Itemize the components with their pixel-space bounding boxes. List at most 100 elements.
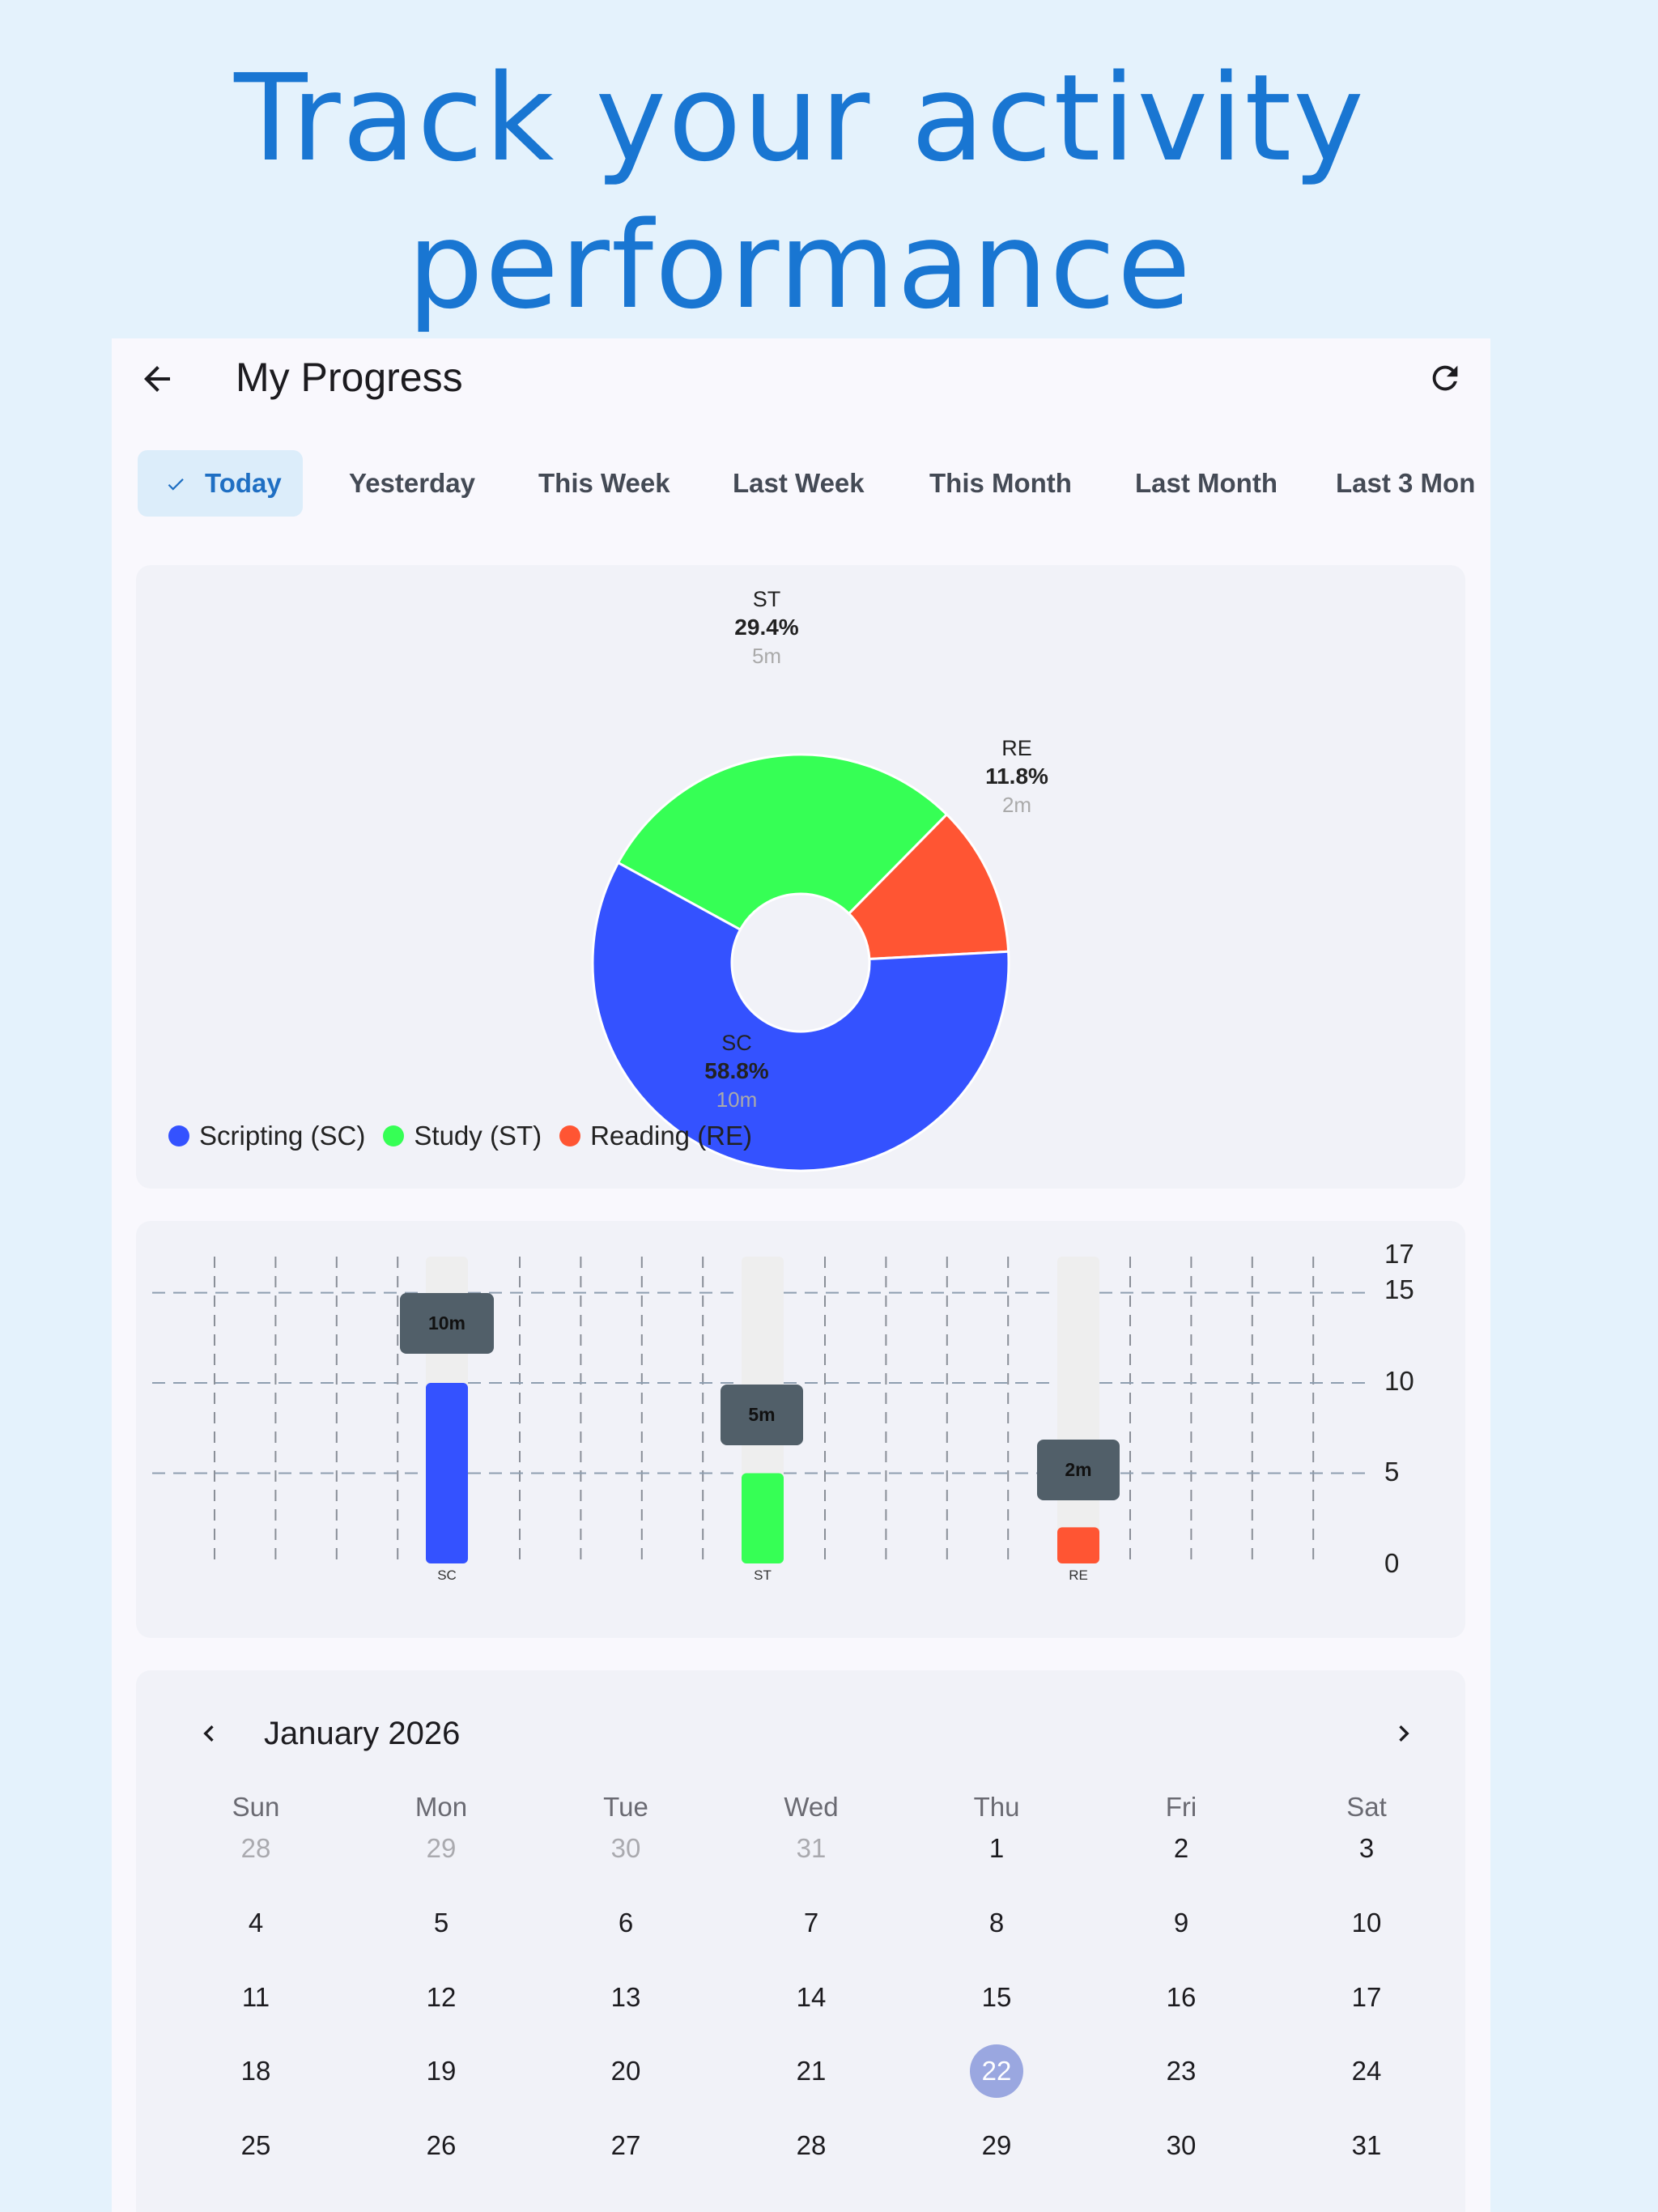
chevron-right-icon (1399, 1725, 1409, 1742)
y-tick-0: 0 (1384, 1548, 1400, 1578)
pie-label-percent: 29.4% (734, 615, 799, 640)
calendar-day[interactable]: 15 (981, 1982, 1012, 2012)
calendar-day[interactable]: 18 (240, 2056, 271, 2086)
legend-label: Reading (RE) (590, 1121, 753, 1151)
calendar-day[interactable]: 6 (618, 1908, 634, 1938)
pie-chart (591, 753, 1010, 1172)
chip-this-week[interactable]: This Week (538, 468, 670, 498)
pie-slice-sc (591, 861, 1010, 1172)
calendar-day[interactable]: 10 (1351, 1908, 1382, 1938)
calendar-day[interactable]: 29 (426, 1833, 457, 1863)
calendar-day[interactable]: 2 (1173, 1833, 1189, 1863)
chip-today[interactable]: Today (138, 450, 303, 517)
pie-label-time: 10m (716, 1087, 758, 1112)
x-label-sc: SC (437, 1568, 457, 1583)
legend-item-reading: Reading (RE) (559, 1121, 752, 1151)
bar-chart-card: 17 15 10 5 0 SC ST RE 10m 5m 2m (136, 1221, 1465, 1638)
period-filter-chips: Today Yesterday This Week Last Week This… (138, 450, 1490, 517)
legend-label: Scripting (SC) (199, 1121, 366, 1151)
calendar-day[interactable]: 7 (803, 1908, 819, 1938)
calendar-day[interactable]: 30 (610, 1833, 641, 1863)
calendar-day[interactable]: 8 (988, 1908, 1005, 1938)
x-label-st: ST (754, 1568, 772, 1583)
app-bar: My Progress (112, 338, 1490, 419)
calendar-day[interactable]: 31 (1351, 2130, 1382, 2160)
pie-label-time: 2m (1001, 793, 1032, 817)
calendar-day[interactable]: 30 (1166, 2130, 1197, 2160)
app-screen: My Progress Today Yesterday This Week La… (112, 338, 1490, 2212)
pie-label-percent: 58.8% (704, 1058, 769, 1083)
calendar-day[interactable]: 9 (1173, 1908, 1189, 1938)
y-tick-5: 5 (1384, 1457, 1400, 1487)
calendar-day[interactable]: 14 (796, 1982, 827, 2012)
chip-last-3-months[interactable]: Last 3 Mon (1336, 468, 1476, 498)
pie-label-sc: SC 58.8% 10m (672, 1030, 801, 1112)
back-button[interactable] (138, 359, 176, 398)
calendar-day[interactable]: 28 (796, 2130, 827, 2160)
calendar-day[interactable]: 19 (426, 2056, 457, 2086)
calendar-month-label: January 2026 (264, 1716, 461, 1751)
refresh-button[interactable] (1426, 359, 1464, 397)
calendar-day[interactable]: 3 (1358, 1833, 1375, 1863)
headline-line-1: Track your activity (234, 49, 1366, 188)
calendar-day[interactable]: 23 (1166, 2056, 1197, 2086)
calendar-day[interactable]: 26 (426, 2130, 457, 2160)
x-label-re: RE (1069, 1568, 1088, 1583)
calendar-day[interactable]: 21 (796, 2056, 827, 2086)
bar-tooltip-sc: 10m (400, 1293, 494, 1354)
chip-yesterday[interactable]: Yesterday (349, 468, 475, 498)
calendar-day[interactable]: 24 (1351, 2056, 1382, 2086)
chip-last-month[interactable]: Last Month (1135, 468, 1278, 498)
bar-track-re (1057, 1257, 1099, 1563)
chip-label: Today (205, 468, 282, 498)
pie-legend: Scripting (SC) Study (ST) Reading (RE) (168, 1118, 770, 1154)
calendar-day[interactable]: 5 (433, 1908, 449, 1938)
y-tick-10: 10 (1384, 1366, 1414, 1396)
pie-label-code: SC (721, 1031, 752, 1055)
calendar-day[interactable]: 28 (240, 1833, 271, 1863)
calendar-day[interactable]: 1 (988, 1833, 1005, 1863)
calendar-day[interactable]: 29 (981, 2130, 1012, 2160)
pie-label-re: RE 11.8% 2m (952, 735, 1082, 818)
bar-tooltip-st: 5m (721, 1385, 803, 1445)
calendar-day[interactable]: 11 (241, 1982, 270, 2012)
headline: Track your activity performance (0, 45, 1600, 339)
bar-sc (426, 1383, 468, 1563)
calendar-day[interactable]: 13 (610, 1982, 641, 2012)
calendar-day-selected[interactable]: 22 (932, 2043, 1061, 2099)
calendar-day[interactable]: 27 (610, 2130, 641, 2160)
weekday-sun: Sun (232, 1792, 280, 1822)
chip-last-week[interactable]: Last Week (733, 468, 865, 498)
legend-label: Study (ST) (414, 1121, 542, 1151)
calendar-day[interactable]: 4 (248, 1908, 264, 1938)
pie-label-st: ST 29.4% 5m (702, 586, 831, 669)
pie-slice-re (847, 812, 1010, 961)
calendar-day[interactable]: 16 (1166, 1982, 1197, 2012)
next-month-button[interactable] (1388, 1717, 1420, 1750)
legend-dot (559, 1125, 581, 1146)
calendar-day[interactable]: 20 (610, 2056, 641, 2086)
page-title: My Progress (236, 355, 463, 400)
calendar-day[interactable]: 25 (240, 2130, 271, 2160)
previous-month-button[interactable] (193, 1717, 225, 1750)
pie-label-time: 5m (751, 644, 782, 668)
chip-this-month[interactable]: This Month (929, 468, 1072, 498)
weekday-mon: Mon (414, 1792, 468, 1822)
bar-chart (152, 1257, 1371, 1563)
bar-re (1057, 1527, 1099, 1563)
calendar-card: January 2026 Sun Mon Tue Wed Thu Fri Sat 28 29 30… (136, 1670, 1465, 2212)
headline-line-2: performance (407, 196, 1192, 335)
calendar-day[interactable]: 31 (796, 1833, 827, 1863)
weekday-fri: Fri (1165, 1792, 1197, 1822)
check-icon (168, 479, 184, 491)
calendar-day[interactable]: 17 (1351, 1982, 1382, 2012)
legend-item-study: Study (ST) (383, 1121, 542, 1151)
y-tick-17: 17 (1384, 1239, 1414, 1269)
pie-label-code: ST (752, 587, 781, 611)
calendar-day[interactable]: 12 (426, 1982, 457, 2012)
legend-dot (383, 1125, 405, 1146)
chevron-left-icon (203, 1725, 214, 1742)
pie-label-percent: 11.8% (985, 764, 1048, 789)
weekday-tue: Tue (603, 1792, 648, 1822)
refresh-icon (1432, 365, 1458, 391)
